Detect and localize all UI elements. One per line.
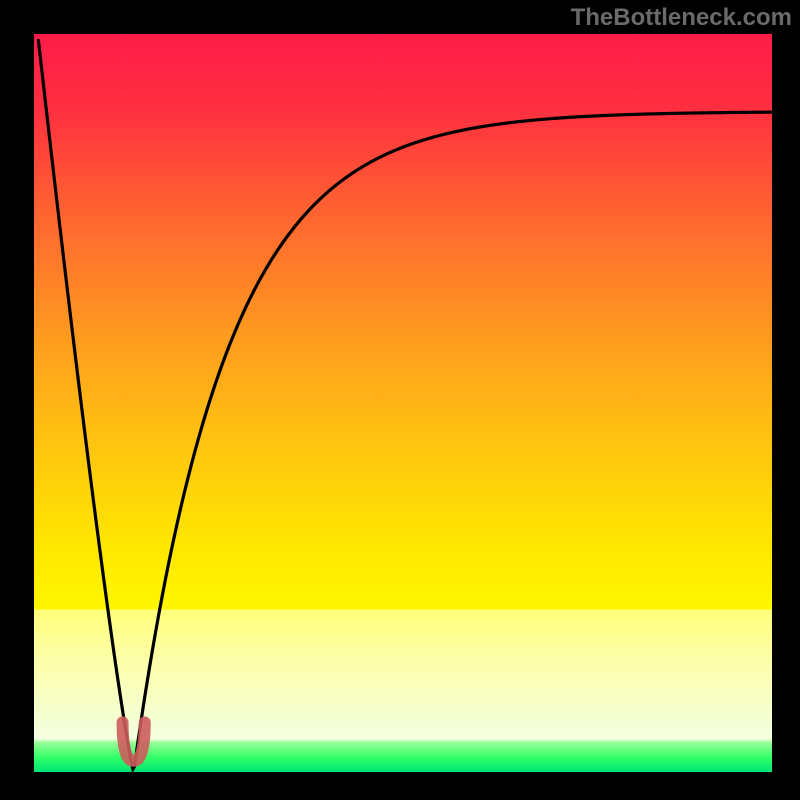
watermark-text: TheBottleneck.com xyxy=(571,4,792,32)
plot-area xyxy=(34,34,772,772)
chart-container: TheBottleneck.com xyxy=(0,0,800,800)
gradient-background xyxy=(34,34,772,772)
chart-svg xyxy=(34,34,772,772)
